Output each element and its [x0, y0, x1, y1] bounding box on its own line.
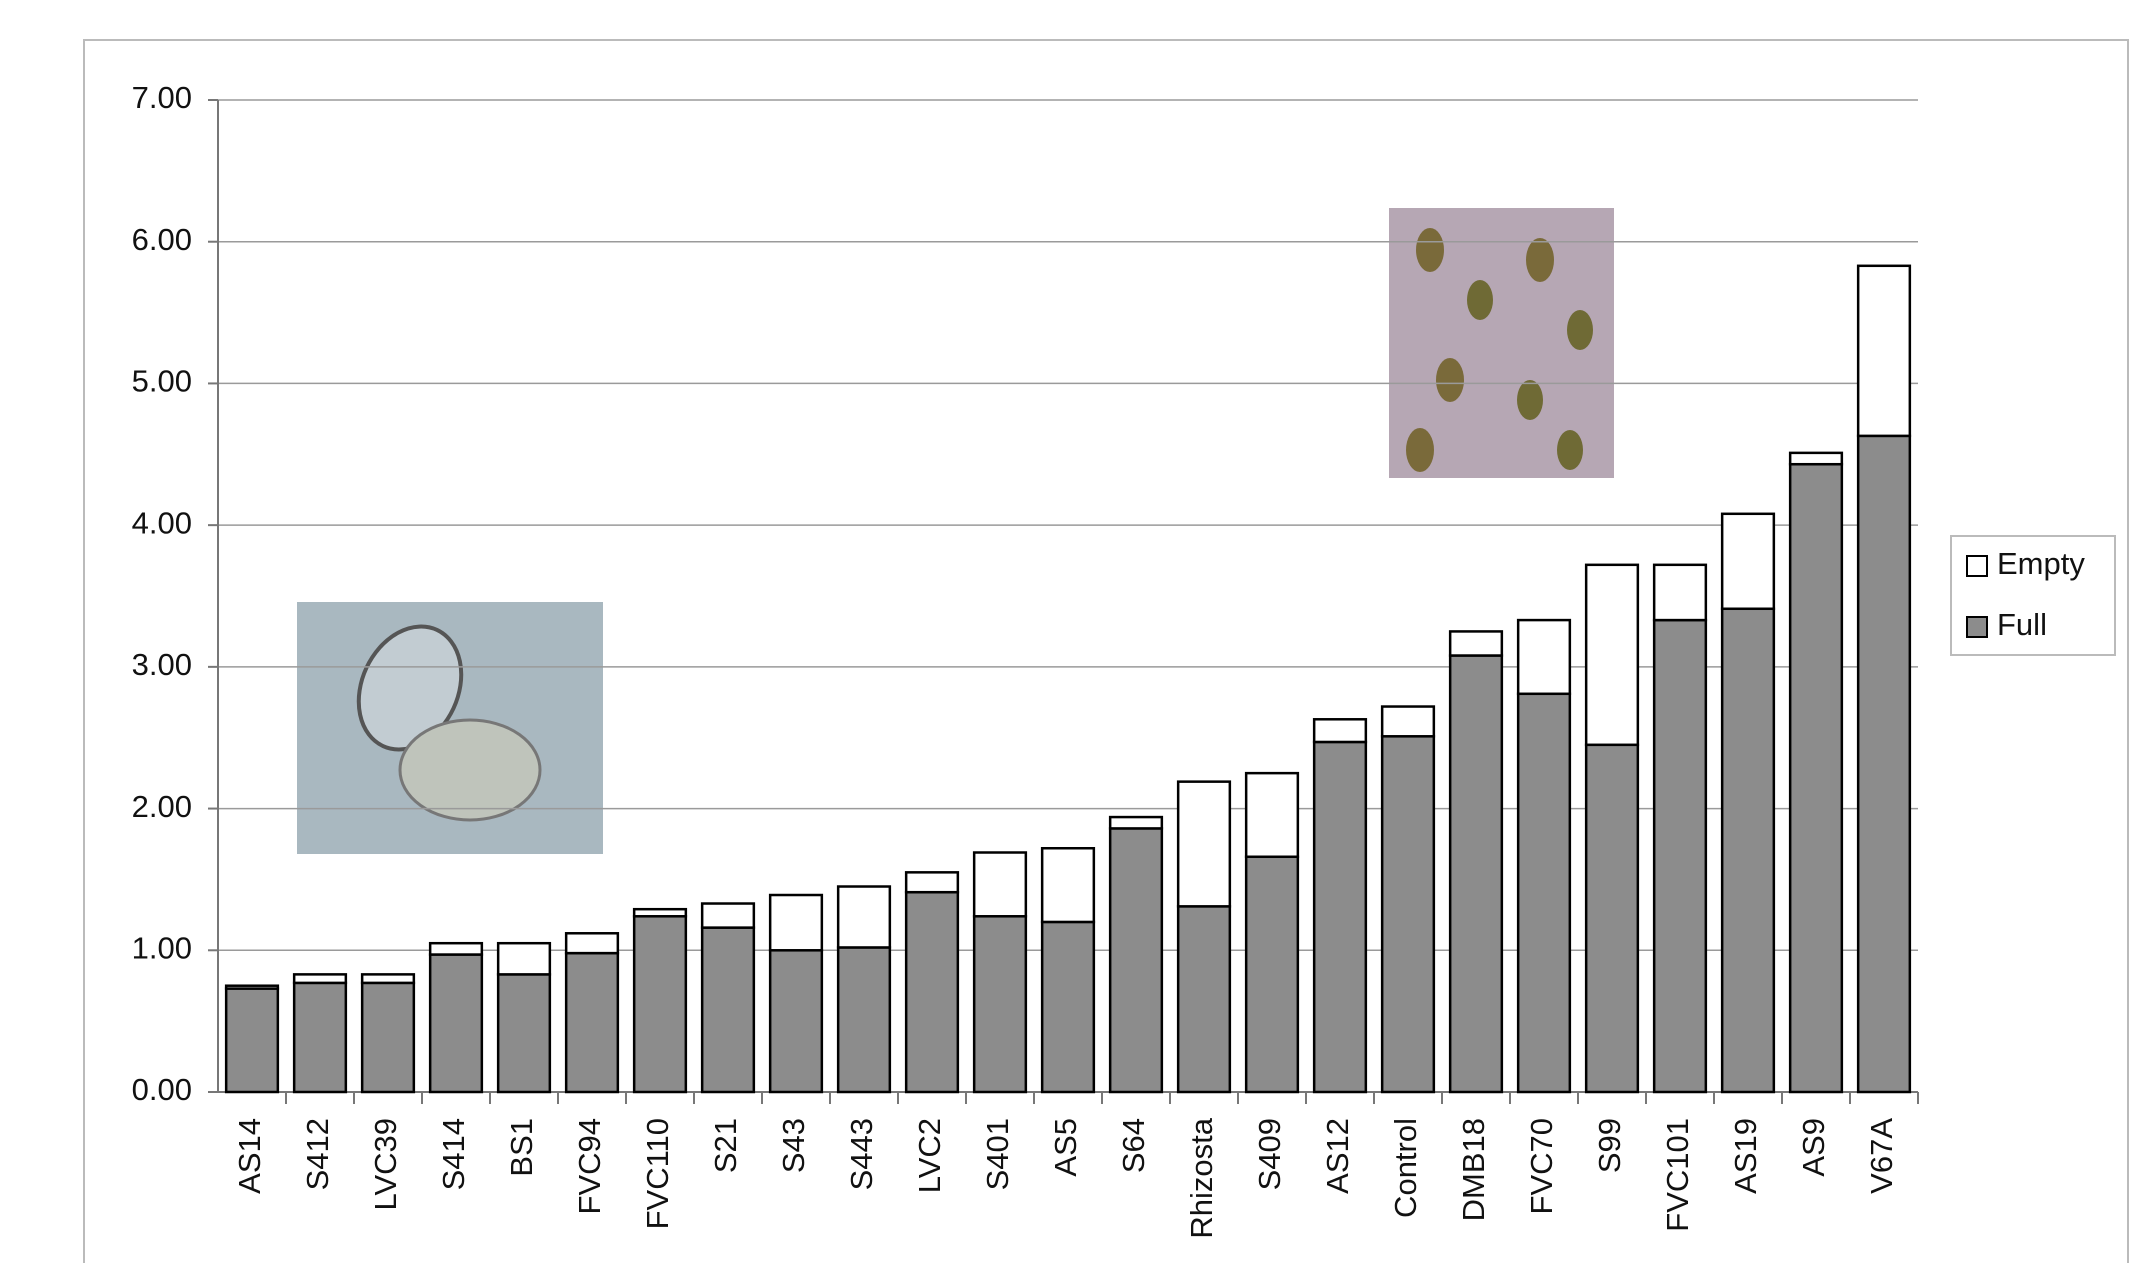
bar-segment [1246, 773, 1298, 857]
bar-segment [906, 872, 958, 892]
bar-segment [1722, 609, 1774, 1092]
x-tick-label: AS19 [1728, 1118, 1763, 1194]
bar-segment [430, 943, 482, 954]
x-tick-label: Rhizosta [1184, 1117, 1219, 1238]
bar-segment [294, 974, 346, 983]
bar-segment [1518, 694, 1570, 1092]
spore-photo-right [1389, 208, 1614, 478]
legend-swatch [1967, 617, 1987, 637]
x-tick-label: S414 [436, 1118, 471, 1190]
bar-segment [1110, 828, 1162, 1092]
x-tick-label: BS1 [504, 1118, 539, 1177]
bar-segment [226, 986, 278, 989]
bar-segment [430, 955, 482, 1092]
bar-segment [1518, 620, 1570, 694]
bar-segment [1722, 514, 1774, 609]
bar-segment [838, 887, 890, 948]
bar-segment [1586, 745, 1638, 1092]
bar-segment [1450, 656, 1502, 1092]
bar-segment [1110, 817, 1162, 828]
spore-photo-left [297, 602, 603, 854]
bar-segment [1858, 436, 1910, 1092]
bar-segment [974, 916, 1026, 1092]
legend-label: Empty [1997, 546, 2085, 581]
x-tick-label: LVC39 [368, 1118, 403, 1211]
bar-segment [702, 904, 754, 928]
bar-segment [1042, 848, 1094, 922]
x-tick-label: V67A [1864, 1118, 1899, 1194]
x-tick-label: S443 [844, 1118, 879, 1190]
bar-segment [1858, 266, 1910, 436]
bar-segment [1314, 742, 1366, 1092]
x-tick-label: S43 [776, 1118, 811, 1173]
bar-segment [634, 916, 686, 1092]
x-tick-label: AS14 [232, 1118, 267, 1194]
x-tick-label: Control [1388, 1118, 1423, 1218]
bar-segment [226, 989, 278, 1092]
x-tick-label: DMB18 [1456, 1118, 1491, 1221]
x-tick-label: FVC101 [1660, 1118, 1695, 1232]
x-tick-label: LVC2 [912, 1118, 947, 1193]
y-tick-label: 3.00 [132, 647, 192, 682]
bar-segment [1382, 736, 1434, 1092]
x-tick-label: FVC94 [572, 1118, 607, 1214]
x-tick-label: S412 [300, 1118, 335, 1190]
bar-segment [498, 943, 550, 974]
x-tick-label: AS9 [1796, 1118, 1831, 1177]
x-tick-label: S64 [1116, 1118, 1151, 1173]
x-tick-label: S99 [1592, 1118, 1627, 1173]
x-tick-label: S401 [980, 1118, 1015, 1190]
y-tick-label: 4.00 [132, 505, 192, 540]
x-tick-label: S409 [1252, 1118, 1287, 1190]
bar-segment [1178, 782, 1230, 907]
x-tick-label: FVC110 [640, 1118, 675, 1229]
bar-segment [1178, 906, 1230, 1092]
y-tick-label: 0.00 [132, 1072, 192, 1107]
chart: 0.00 1.00 2.00 3.00 4.00 5.00 6.00 7.00 AS14 S412… [0, 0, 2144, 1263]
page: {"chart_data": {"type": "stacked_bar", "… [0, 0, 2144, 1263]
bar-segment [566, 933, 618, 953]
bar-segment [770, 950, 822, 1092]
bar-segment [702, 928, 754, 1092]
bar-segment [1382, 707, 1434, 737]
bar-segment [770, 895, 822, 950]
bar-segment [498, 974, 550, 1092]
bar-segment [1042, 922, 1094, 1092]
bar-segment [1450, 631, 1502, 655]
bar-segment [1246, 857, 1298, 1092]
bar-segment [294, 983, 346, 1092]
bar-segment [1790, 464, 1842, 1092]
bar-segment [1790, 453, 1842, 464]
x-tick-label: FVC70 [1524, 1118, 1559, 1214]
x-tick-label: AS12 [1320, 1118, 1355, 1194]
bar-segment [906, 892, 958, 1092]
bar-segment [838, 947, 890, 1092]
legend-label: Full [1997, 607, 2047, 642]
bar-segment [1654, 565, 1706, 620]
y-tick-label: 7.00 [132, 80, 192, 115]
y-tick-label: 6.00 [132, 222, 192, 257]
legend-swatch [1967, 556, 1987, 576]
bar-segment [362, 974, 414, 983]
bar-segment [1586, 565, 1638, 745]
y-tick-label: 2.00 [132, 789, 192, 824]
y-tick-label: 1.00 [132, 930, 192, 965]
bar-segment [362, 983, 414, 1092]
bar-segment [1654, 620, 1706, 1092]
y-tick-label: 5.00 [132, 364, 192, 399]
x-tick-label: S21 [708, 1118, 743, 1173]
bar-segment [566, 953, 618, 1092]
x-tick-label: AS5 [1048, 1118, 1083, 1177]
bar-segment [1314, 719, 1366, 742]
bar-segment [634, 909, 686, 916]
bar-segment [974, 853, 1026, 917]
